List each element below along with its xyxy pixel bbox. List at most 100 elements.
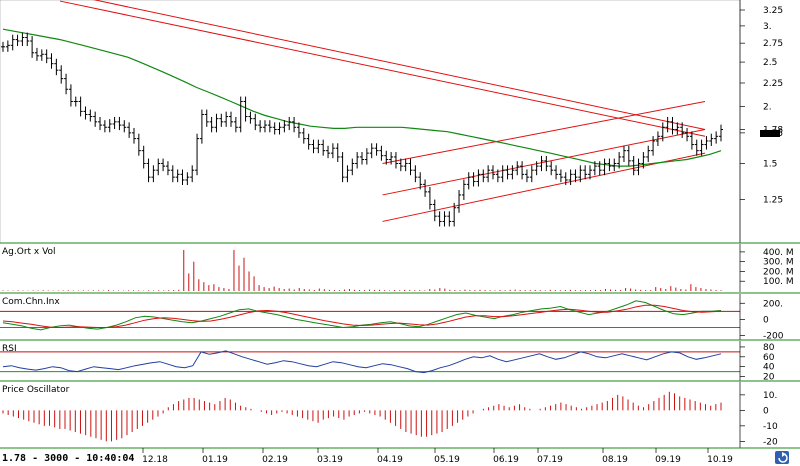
price-bar — [563, 172, 568, 186]
price-bar — [408, 158, 413, 176]
price-bar — [393, 152, 398, 169]
price-bar — [156, 158, 161, 176]
price-bar — [704, 136, 709, 150]
price-bar — [253, 113, 258, 131]
refresh-icon[interactable] — [775, 451, 789, 464]
price-bar — [364, 148, 369, 165]
price-bar — [39, 49, 44, 61]
price-bar — [224, 111, 229, 127]
date-tick-label: 06.19 — [493, 455, 519, 465]
price-bar — [54, 58, 59, 76]
price-bar — [597, 161, 602, 176]
date-tick-label: 04.19 — [377, 455, 403, 465]
price-tick-label: 1.5 — [763, 159, 777, 169]
price-bar — [549, 161, 554, 176]
price-bar — [301, 127, 306, 144]
price-bar — [694, 139, 699, 156]
trend-line — [59, 0, 706, 137]
rsi-tick-label: 40 — [763, 363, 775, 373]
volume-panel-title: Ag.Ort x Vol — [2, 247, 56, 257]
price-bar — [93, 111, 98, 127]
price-panel[interactable]: 3.253.2.752.52.252.1.781.751.51.25 — [0, 0, 783, 244]
price-bar — [389, 152, 394, 165]
price-bar — [204, 109, 209, 127]
rsi-panel-title: RSI — [2, 344, 17, 354]
price-bar — [248, 111, 253, 124]
date-tick-label: 02.19 — [262, 455, 288, 465]
cci-panel[interactable]: Com.Chn.Inx 200. 0 -200 — [0, 294, 784, 342]
price-bar — [10, 34, 15, 51]
price-bar — [59, 65, 64, 84]
price-bar — [112, 116, 117, 130]
price-bar — [520, 161, 525, 180]
price-bar — [287, 116, 292, 131]
price-bar — [102, 120, 107, 133]
price-bar — [641, 152, 646, 169]
date-tick-label: 08.19 — [602, 455, 628, 465]
volume-tick-label: 200. M — [763, 267, 794, 277]
price-bar — [360, 152, 364, 165]
price-bar — [709, 133, 714, 146]
price-bar — [296, 122, 301, 138]
price-bar — [68, 84, 73, 107]
price-bar — [195, 133, 200, 176]
price-bars — [1, 32, 723, 227]
price-bar — [326, 145, 331, 159]
price-bar — [685, 127, 690, 142]
price-bar — [73, 96, 78, 107]
price-bar — [209, 116, 214, 133]
price-bar — [165, 161, 170, 176]
price-bar — [626, 145, 631, 166]
price-bar — [161, 158, 166, 172]
price-bar — [185, 172, 190, 186]
price-bar — [25, 32, 30, 47]
price-bar — [665, 116, 670, 133]
price-bar — [675, 122, 680, 135]
oscillator-tick-label: -20 — [763, 437, 778, 447]
price-bar — [214, 113, 219, 133]
price-bar — [335, 143, 340, 162]
oscillator-tick-label: 0 — [763, 406, 769, 416]
price-bar — [588, 165, 593, 180]
price-bar — [131, 127, 136, 144]
price-bar — [151, 165, 156, 183]
price-bar — [515, 161, 520, 176]
cci-tick-label: -200 — [763, 332, 784, 342]
price-bar — [321, 139, 326, 156]
price-bar — [350, 158, 355, 176]
date-tick-label: 09.19 — [655, 455, 681, 465]
date-x-axis: 12.18 01.19 02.19 03.19 04.19 05.19 06.19 07.19… — [142, 448, 733, 465]
oscillator-panel[interactable]: Price Oscillator 10. 0 -10 -20 — [2, 382, 778, 448]
status-readout: 1.78 - 3000 - 10:40:04 — [2, 453, 134, 464]
price-bar — [655, 131, 660, 146]
price-bar — [267, 120, 272, 133]
price-bar — [44, 49, 49, 64]
price-tick-label: 2.25 — [763, 79, 783, 89]
price-bar — [646, 145, 651, 162]
price-bar — [457, 190, 462, 213]
price-bar — [481, 169, 486, 183]
price-bar — [316, 139, 321, 154]
price-bar — [490, 165, 495, 180]
price-bar — [568, 169, 573, 186]
price-bar — [539, 155, 544, 172]
price-bar — [78, 96, 83, 117]
price-bar — [122, 120, 127, 133]
price-bar — [423, 179, 428, 197]
price-bar — [277, 122, 282, 135]
price-bar — [107, 119, 112, 133]
price-bar — [447, 211, 452, 227]
price-bar — [262, 120, 267, 133]
price-bar — [146, 158, 151, 183]
price-bar — [98, 116, 103, 131]
price-bar — [190, 165, 195, 183]
cci-tick-label: 0 — [763, 315, 769, 325]
price-bar — [486, 165, 491, 183]
price-bar — [1, 41, 5, 52]
price-bar — [369, 143, 374, 159]
price-bar — [432, 199, 437, 222]
price-bar — [30, 36, 35, 58]
price-bar — [500, 165, 505, 183]
